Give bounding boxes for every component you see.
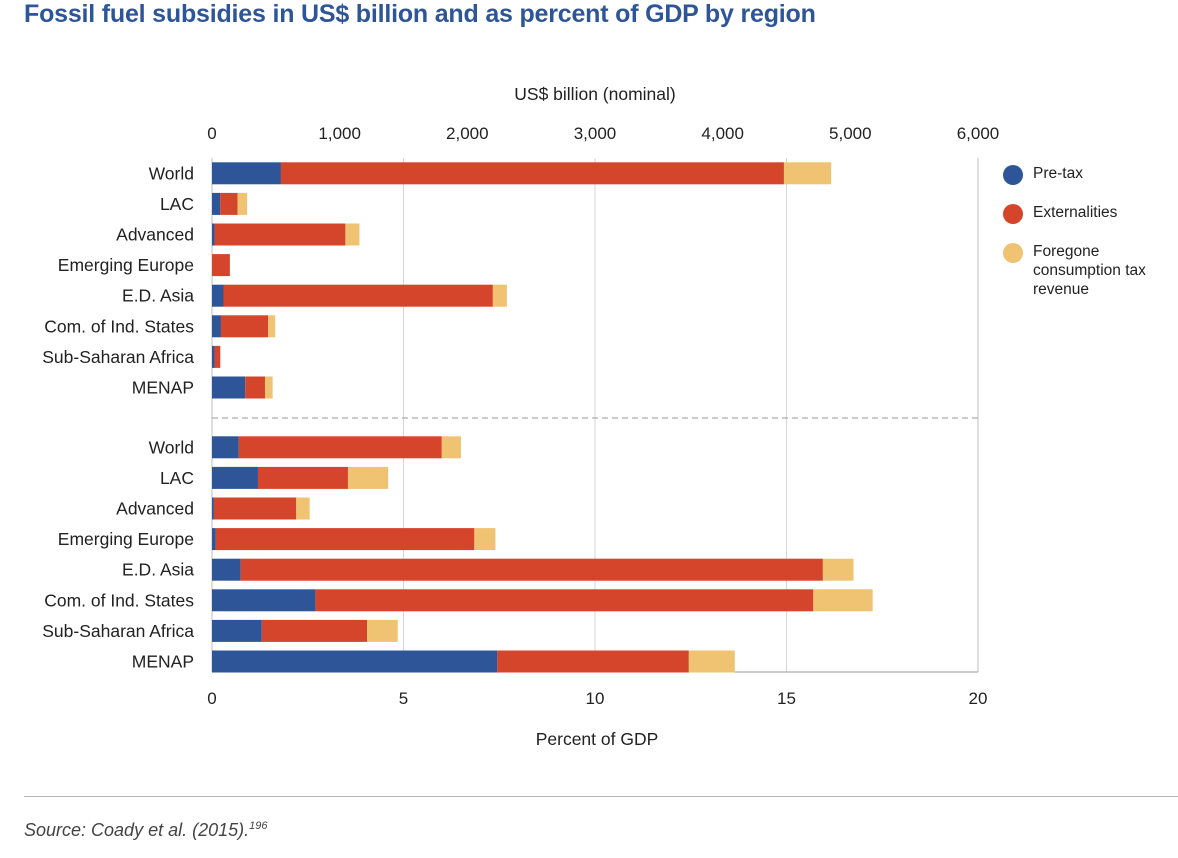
category-label-advanced: Advanced [116, 225, 194, 245]
bottom-axis-tick-label: 15 [777, 689, 796, 708]
top-axis-tick-label: 4,000 [701, 124, 744, 143]
bar-usd-sub-saharan-africa-pre-tax [212, 345, 215, 368]
category-label-e-d-asia: E.D. Asia [122, 286, 194, 306]
top-axis-tick-label: 0 [207, 124, 216, 143]
bar-pct-e-d-asia-pre-tax [212, 558, 241, 581]
footer-divider [24, 796, 1178, 797]
category-label-menap: MENAP [132, 652, 194, 672]
bar-pct-com-of-ind-states-pre-tax [212, 589, 316, 612]
top-axis-tick-label: 1,000 [318, 124, 361, 143]
legend-label: Pre-tax [1033, 165, 1083, 182]
top-axis-tick-label: 5,000 [829, 124, 872, 143]
top-axis-tick-label: 3,000 [574, 124, 617, 143]
bar-pct-sub-saharan-africa-pre-tax [212, 619, 262, 642]
bar-pct-menap-foregone-consumption-tax-revenue [688, 650, 735, 673]
bottom-axis-tick-label: 10 [586, 689, 605, 708]
bar-pct-sub-saharan-africa-externalities [261, 619, 368, 642]
bar-usd-menap-externalities [245, 376, 265, 399]
bar-pct-menap-pre-tax [212, 650, 498, 673]
bottom-axis-title: Percent of GDP [536, 729, 659, 749]
bar-pct-advanced-foregone-consumption-tax-revenue [296, 497, 310, 520]
bar-usd-lac-pre-tax [212, 192, 221, 215]
bar-usd-advanced-externalities [214, 223, 346, 246]
bar-usd-e-d-asia-foregone-consumption-tax-revenue [492, 284, 507, 307]
category-label-sub-saharan-africa: Sub-Saharan Africa [42, 347, 194, 367]
legend-label: Externalities [1033, 204, 1118, 221]
category-label-e-d-asia: E.D. Asia [122, 560, 194, 580]
bar-pct-emerging-europe-externalities [215, 528, 475, 551]
source-text: Source: Coady et al. (2015). [24, 820, 250, 840]
bar-pct-advanced-externalities [213, 497, 297, 520]
legend-item-externalities: Externalities [1003, 203, 1178, 224]
top-axis-title: US$ billion (nominal) [514, 84, 675, 104]
bar-pct-world-foregone-consumption-tax-revenue [441, 436, 461, 459]
category-label-emerging-europe: Emerging Europe [58, 255, 194, 275]
bar-usd-com-of-ind-states-pre-tax [212, 315, 221, 338]
source-note: Source: Coady et al. (2015).196 [24, 820, 267, 841]
bar-usd-lac-foregone-consumption-tax-revenue [237, 192, 248, 215]
category-label-emerging-europe: Emerging Europe [58, 529, 194, 549]
legend-swatch-foregone-tax [1003, 243, 1023, 263]
category-label-sub-saharan-africa: Sub-Saharan Africa [42, 621, 194, 641]
bar-usd-com-of-ind-states-externalities [220, 315, 269, 338]
source-footnote: 196 [249, 820, 268, 832]
bar-pct-lac-pre-tax [212, 466, 258, 489]
bar-usd-world-pre-tax [212, 162, 281, 185]
bar-pct-com-of-ind-states-foregone-consumption-tax-revenue [813, 589, 873, 612]
bar-usd-e-d-asia-pre-tax [212, 284, 224, 307]
bar-pct-e-d-asia-externalities [240, 558, 823, 581]
top-axis-tick-label: 6,000 [957, 124, 1000, 143]
bar-pct-lac-externalities [257, 466, 348, 489]
bar-usd-advanced-pre-tax [212, 223, 215, 246]
legend-label: Foregone consumption tax revenue [1033, 243, 1146, 298]
bar-pct-world-externalities [238, 436, 442, 459]
category-label-advanced: Advanced [116, 499, 194, 519]
bar-pct-menap-externalities [497, 650, 689, 673]
legend-item-pre-tax: Pre-tax [1003, 164, 1178, 185]
top-axis-tick-label: 2,000 [446, 124, 489, 143]
bar-usd-sub-saharan-africa-externalities [214, 345, 221, 368]
category-label-menap: MENAP [132, 378, 194, 398]
bar-usd-menap-foregone-consumption-tax-revenue [264, 376, 273, 399]
bar-pct-emerging-europe-foregone-consumption-tax-revenue [474, 528, 496, 551]
bar-pct-com-of-ind-states-externalities [315, 589, 814, 612]
bottom-axis-tick-label: 5 [399, 689, 408, 708]
bottom-axis-tick-label: 20 [969, 689, 988, 708]
bar-usd-advanced-foregone-consumption-tax-revenue [345, 223, 360, 246]
bar-pct-sub-saharan-africa-foregone-consumption-tax-revenue [367, 619, 398, 642]
bar-usd-emerging-europe-externalities [212, 254, 230, 277]
bar-usd-lac-externalities [220, 192, 238, 215]
category-label-world: World [149, 163, 194, 183]
bar-pct-emerging-europe-pre-tax [212, 528, 216, 551]
bar-usd-world-externalities [280, 162, 784, 185]
bottom-axis-tick-label: 0 [207, 689, 216, 708]
bar-usd-e-d-asia-externalities [223, 284, 493, 307]
bar-usd-menap-pre-tax [212, 376, 246, 399]
legend-swatch-pre-tax [1003, 165, 1023, 185]
category-label-lac: LAC [160, 468, 194, 488]
bar-pct-lac-foregone-consumption-tax-revenue [347, 466, 389, 489]
stacked-bar-chart: 0 1,000 2,000 3,000 4,000 5,000 6,000 US$ billi… [42, 84, 1000, 749]
bar-pct-advanced-pre-tax [212, 497, 214, 520]
legend-item-foregone-tax: Foregone consumption tax revenue [1003, 242, 1178, 299]
category-label-com-of-ind-states: Com. of Ind. States [44, 590, 194, 610]
chart-legend: Pre-tax Externalities Foregone consumpti… [1003, 164, 1178, 317]
bar-pct-world-pre-tax [212, 436, 239, 459]
bar-usd-com-of-ind-states-foregone-consumption-tax-revenue [268, 315, 276, 338]
legend-swatch-externalities [1003, 204, 1023, 224]
bar-usd-world-foregone-consumption-tax-revenue [783, 162, 832, 185]
category-label-com-of-ind-states: Com. of Ind. States [44, 316, 194, 336]
category-label-lac: LAC [160, 194, 194, 214]
bar-pct-e-d-asia-foregone-consumption-tax-revenue [822, 558, 854, 581]
chart-title: Fossil fuel subsidies in US$ billion and… [24, 0, 816, 28]
category-label-world: World [149, 437, 194, 457]
